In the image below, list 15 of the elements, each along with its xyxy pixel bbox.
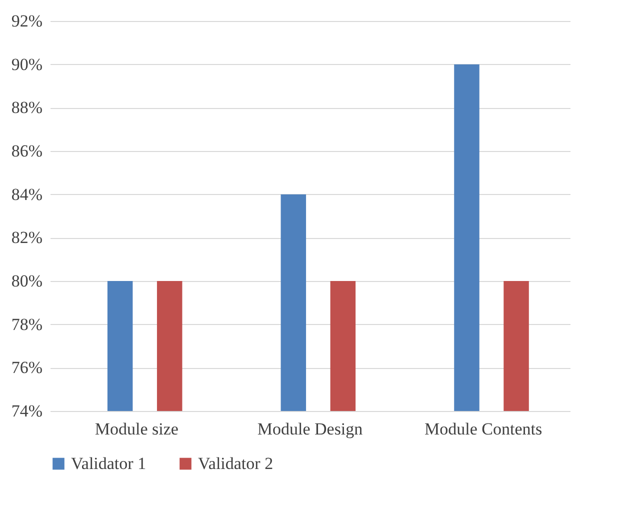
- y-tick-label: 76%: [11, 358, 42, 378]
- y-tick-label: 80%: [11, 272, 42, 290]
- legend-label: Validator 2: [198, 454, 274, 473]
- y-tick-label: 84%: [11, 184, 42, 204]
- y-tick-label: 86%: [11, 142, 42, 160]
- y-tick-label: 92%: [11, 12, 42, 30]
- x-tick-label: Module Contents: [424, 420, 542, 438]
- y-tick-label: 78%: [11, 314, 42, 334]
- y-tick-label: 90%: [11, 54, 42, 74]
- y-tick-label: 88%: [11, 98, 42, 118]
- y-tick-label: 74%: [11, 402, 42, 420]
- legend-label: Validator 1: [71, 454, 146, 473]
- y-tick-label: 82%: [11, 228, 42, 248]
- x-tick-label: Module size: [94, 420, 178, 438]
- x-tick-label: Module Design: [257, 420, 364, 438]
